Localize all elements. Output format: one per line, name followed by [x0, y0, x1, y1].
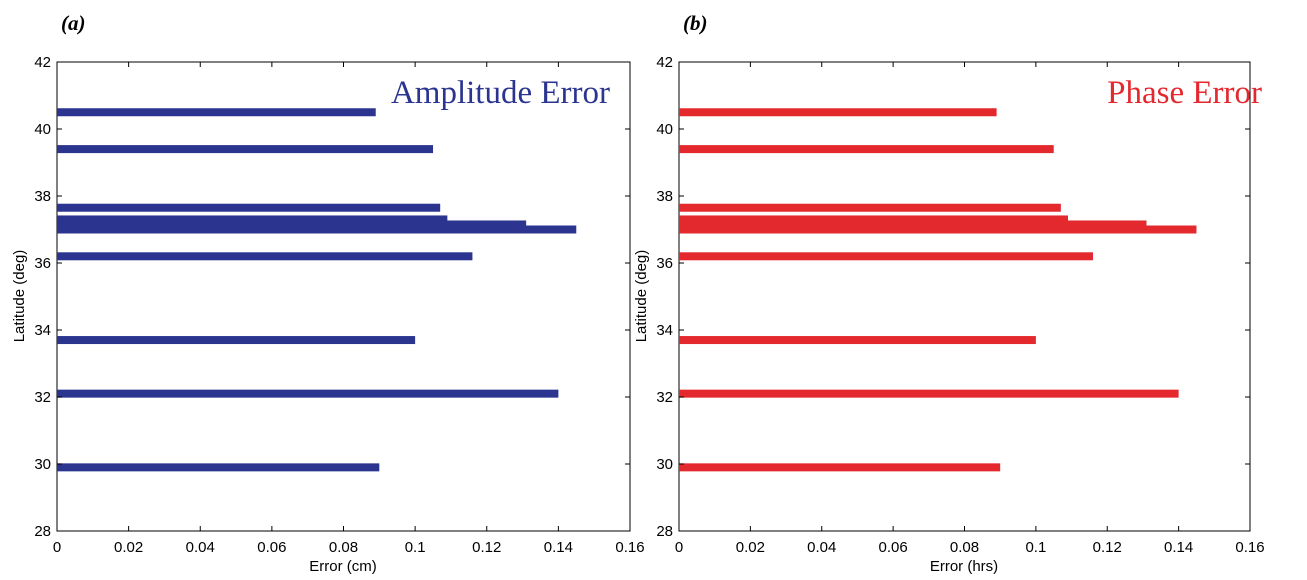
bar-a-6: [57, 252, 473, 261]
y-tick-label-b-0: 28: [656, 523, 673, 540]
bars-b: [679, 108, 1197, 472]
y-axis-label-b: Latitude (deg): [633, 250, 650, 343]
bar-a-2: [57, 203, 441, 212]
panel-phase-error: (b) 0 0.02 0.04 0.06 0.08 0.1 0.12 0.14 0.16 28 3…: [633, 11, 1265, 575]
y-tick-label-b-2: 32: [656, 389, 673, 406]
x-tick-label-a-4: 0.08: [329, 539, 358, 556]
bar-a-0: [57, 108, 376, 117]
bar-b-0: [679, 108, 997, 117]
panel-label-a: (a): [61, 11, 86, 35]
bar-a-7: [57, 336, 416, 345]
bar-a-4: [57, 220, 527, 229]
x-tick-label-b-5: 0.1: [1025, 539, 1046, 556]
chart-title-b: Phase Error: [1107, 75, 1262, 111]
bar-a-5: [57, 225, 577, 234]
y-tick-label-b-4: 36: [656, 255, 673, 272]
y-axis-ticks-b: 28 30 32 34 36 38 40 42: [656, 54, 1250, 540]
bar-b-1: [679, 145, 1054, 154]
y-tick-label-b-5: 38: [656, 188, 673, 205]
y-tick-label-a-6: 40: [34, 121, 51, 138]
bar-b-2: [679, 203, 1061, 212]
bar-b-6: [679, 252, 1093, 261]
panel-label-b: (b): [683, 11, 708, 35]
bar-b-7: [679, 336, 1036, 345]
x-tick-label-b-3: 0.06: [879, 539, 908, 556]
y-tick-label-b-7: 42: [656, 54, 673, 71]
bar-b-8: [679, 389, 1179, 398]
bar-a-1: [57, 145, 434, 154]
y-tick-label-a-5: 38: [34, 188, 51, 205]
x-tick-label-b-7: 0.14: [1164, 539, 1193, 556]
x-tick-label-b-4: 0.08: [950, 539, 979, 556]
chart-title-a: Amplitude Error: [391, 75, 610, 111]
bar-b-5: [679, 225, 1197, 234]
x-tick-label-a-7: 0.14: [544, 539, 573, 556]
bar-b-3: [679, 215, 1068, 224]
y-axis-label-a: Latitude (deg): [11, 250, 28, 343]
y-tick-label-a-1: 30: [34, 456, 51, 473]
x-axis-ticks-a: 0 0.02 0.04 0.06 0.08 0.1 0.12 0.14 0.16: [53, 62, 645, 556]
x-tick-label-b-0: 0: [675, 539, 683, 556]
x-tick-label-b-1: 0.02: [736, 539, 765, 556]
x-tick-label-a-6: 0.12: [472, 539, 501, 556]
y-tick-label-a-0: 28: [34, 523, 51, 540]
y-tick-label-a-7: 42: [34, 54, 51, 71]
x-tick-label-a-2: 0.04: [186, 539, 215, 556]
x-tick-label-a-1: 0.02: [114, 539, 143, 556]
panel-amplitude-error: (a) 0 0.02 0.04 0.06 0.08 0.1 0.12 0.14 0.16 28 3…: [11, 11, 645, 575]
x-tick-label-b-6: 0.12: [1093, 539, 1122, 556]
x-tick-label-a-8: 0.16: [615, 539, 644, 556]
y-tick-label-b-1: 30: [656, 456, 673, 473]
y-tick-label-b-6: 40: [656, 121, 673, 138]
x-axis-ticks-b: 0 0.02 0.04 0.06 0.08 0.1 0.12 0.14 0.16: [675, 62, 1265, 556]
y-tick-label-a-4: 36: [34, 255, 51, 272]
plot-area-b: [678, 61, 1251, 532]
bar-a-8: [57, 389, 559, 398]
x-tick-label-a-0: 0: [53, 539, 61, 556]
y-tick-label-b-3: 34: [656, 322, 673, 339]
x-tick-label-b-2: 0.04: [807, 539, 836, 556]
bar-a-9: [57, 463, 380, 472]
y-tick-label-a-3: 34: [34, 322, 51, 339]
plot-area-a: [56, 61, 631, 532]
y-tick-label-a-2: 32: [34, 389, 51, 406]
bar-a-3: [57, 215, 448, 224]
y-axis-ticks-a: 28 30 32 34 36 38 40 42: [34, 54, 630, 540]
x-tick-label-a-3: 0.06: [257, 539, 286, 556]
x-tick-label-b-8: 0.16: [1235, 539, 1264, 556]
bar-b-4: [679, 220, 1147, 229]
x-axis-label-a: Error (cm): [309, 558, 377, 575]
x-tick-label-a-5: 0.1: [405, 539, 426, 556]
bar-b-9: [679, 463, 1001, 472]
bars-a: [57, 108, 577, 472]
x-axis-label-b: Error (hrs): [930, 558, 998, 575]
